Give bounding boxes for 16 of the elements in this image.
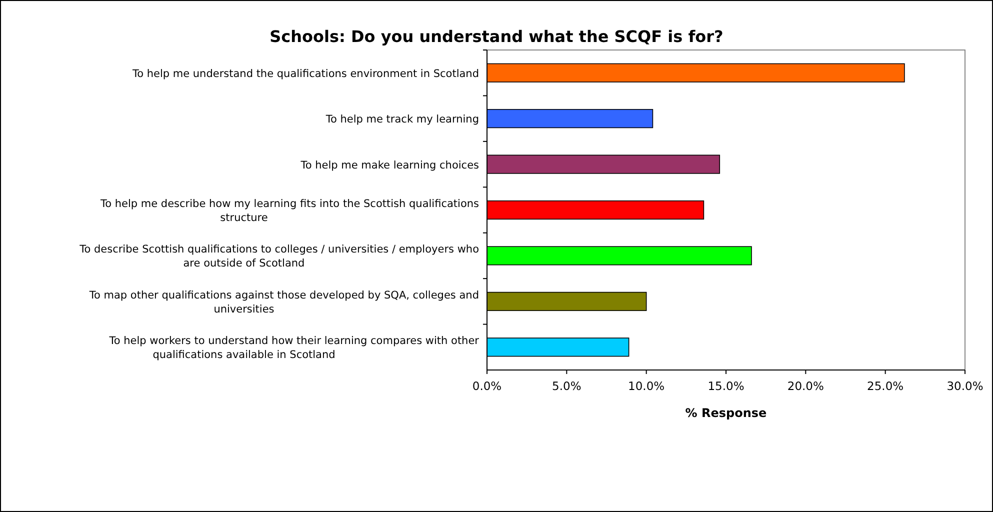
x-tick-label: 15.0%	[708, 379, 744, 393]
x-tick-label: 25.0%	[867, 379, 904, 393]
y-tick-label: To describe Scottish qualifications to colleges / universities / employers who are outside of Scotland	[78, 244, 479, 270]
y-tick-label: To help me make learning choices	[300, 159, 479, 172]
y-tick-label: To map other qualifications against those developed by SQA, colleges and universities	[88, 289, 479, 316]
x-tick-label: 10.0%	[628, 379, 665, 393]
x-tick-label: 5.0%	[552, 379, 582, 393]
y-tick-label: To help me track my learning	[324, 114, 479, 126]
x-tick-label: 20.0%	[787, 379, 824, 393]
y-tick-label: To help workers to understand how their learning compares with other qualifications available in Scotland	[108, 335, 480, 362]
x-tick-label: 0.0%	[472, 379, 502, 393]
y-tick-label: To help me understand the qualifications environment in Scotland	[131, 68, 479, 80]
chart-title: Schools: Do you understand what the SCQF is for?	[270, 27, 724, 46]
y-tick-label: To help me describe how my learning fits into the Scottish qualifications structure	[99, 198, 479, 224]
x-axis-title: % Response	[685, 406, 767, 420]
x-tick-label: 30.0%	[946, 379, 984, 393]
